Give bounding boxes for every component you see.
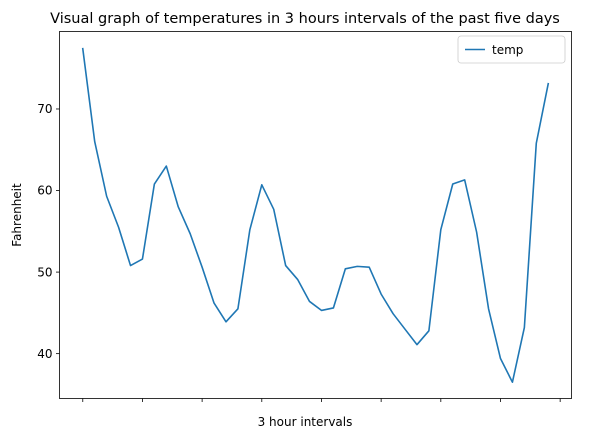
y-axis-label: Fahrenheit [10, 183, 24, 247]
y-tick-label: 50 [37, 265, 52, 279]
legend-label-temp: temp [492, 43, 523, 57]
legend: temp [457, 35, 566, 64]
y-axis-ticks: 40 50 60 70 [37, 102, 60, 361]
y-tick-label: 40 [37, 347, 52, 361]
y-tick-label: 70 [37, 102, 52, 116]
y-tick-label: 60 [37, 184, 52, 198]
x-axis-ticks [82, 398, 561, 402]
x-axis-label: 3 hour intervals [258, 415, 353, 429]
chart-title: Visual graph of temperatures in 3 hours … [50, 11, 560, 27]
temp-series-line [81, 47, 550, 383]
plot-area [59, 31, 572, 399]
legend-box [457, 35, 566, 64]
plot-frame [59, 31, 572, 399]
